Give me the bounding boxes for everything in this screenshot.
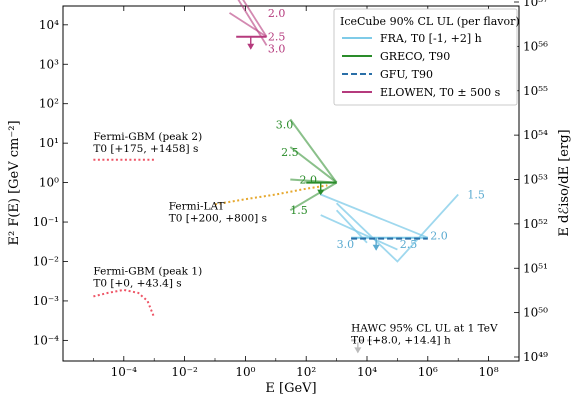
series-2-line xyxy=(214,184,328,206)
greco-index-label: 2.0 xyxy=(299,173,317,186)
y-tick-label: 10¹ xyxy=(39,136,59,150)
legend-label: ELOWEN, T0 ± 500 s xyxy=(380,86,501,99)
ticks-layer: 10⁻⁴ 10⁻² 10⁰ 10² 10⁴ 10⁶ 10⁸ 10⁻⁴ 10⁻³ 10⁻² 10⁻¹ 1… xyxy=(33,0,549,379)
series-1-line xyxy=(93,288,156,318)
plot-area xyxy=(62,5,520,362)
annotation-subtitle: T0 [+200, +800] s xyxy=(169,212,267,224)
x-tick-label: 10⁸ xyxy=(479,365,499,379)
annotation-subtitle: T0 [+175, +1458] s xyxy=(93,143,198,155)
y-tick-label: 10³ xyxy=(39,57,59,71)
x-tick-label: 10⁰ xyxy=(235,365,255,379)
legend-label: GRECO, T90 xyxy=(380,50,450,63)
greco-line xyxy=(289,181,338,212)
greco-ul-arrow-head xyxy=(317,189,325,196)
greco-index-label: 1.5 xyxy=(290,204,308,217)
fra-ul-arrow-head xyxy=(372,244,380,251)
x-axis-label: E [GeV] xyxy=(265,381,316,396)
greco-line xyxy=(289,146,338,184)
annotation-subtitle: T0 [+8.0, +14.4] h xyxy=(351,334,451,346)
greco-index-label: 3.0 xyxy=(276,118,294,131)
series-layer xyxy=(93,0,459,354)
elowen-index-label: 2.5 xyxy=(268,31,286,44)
elowen-line xyxy=(237,0,268,46)
elowen-line xyxy=(229,12,268,38)
annotation-title: Fermi-GBM (peak 2) xyxy=(93,131,202,143)
elowen-ul-arrow-head xyxy=(247,43,255,50)
x-tick-label: 10² xyxy=(296,365,316,379)
annotation-subtitle: T0 [+0, +43.4] s xyxy=(93,277,181,289)
x-tick-label: 10⁻² xyxy=(171,365,198,379)
x-tick-label: 10⁴ xyxy=(357,365,377,379)
legend-label: GFU, T90 xyxy=(380,68,433,81)
hawc-ul-arrow-head xyxy=(354,347,362,354)
legend-entries: FRA, T0 [-1, +2] h GRECO, T90 GFU, T90 ELOW… xyxy=(342,32,501,99)
annotation-title: Fermi-LAT xyxy=(169,200,225,212)
y-tick-label: 10⁰ xyxy=(39,176,59,190)
y-axis-label-left: E² F(E) [GeV cm⁻²] xyxy=(7,120,22,245)
y-tick-label: 10⁻³ xyxy=(33,294,60,308)
fra-index-label: 2.5 xyxy=(400,238,418,251)
y-tick-label: 10⁻⁴ xyxy=(33,333,60,347)
y-tick-label: 10⁴ xyxy=(39,18,59,32)
legend: IceCube 90% CL UL (per flavor) FRA, T0 [… xyxy=(333,8,520,106)
y-tick-label: 10² xyxy=(39,97,59,111)
y-right-tick-label: 10⁴⁹ xyxy=(523,350,548,364)
y-right-tick-label: 10⁵⁰ xyxy=(523,306,548,320)
greco-index-label: 2.5 xyxy=(281,146,299,159)
annotation-title: Fermi-GBM (peak 1) xyxy=(93,265,202,277)
annotation-layer: Fermi-GBM (peak 2)T0 [+175, +1458] s Ferm… xyxy=(93,7,498,346)
y-tick-label: 10⁻² xyxy=(33,254,60,268)
y-right-tick-label: 10⁵⁴ xyxy=(523,128,548,142)
fra-line xyxy=(335,193,459,263)
y-right-tick-label: 10⁵⁶ xyxy=(523,39,548,53)
fra-index-label: 2.0 xyxy=(430,230,448,243)
legend-title: IceCube 90% CL UL (per flavor) xyxy=(340,15,520,28)
y-right-tick-label: 10⁵¹ xyxy=(523,261,548,275)
y-right-tick-label: 10⁵² xyxy=(523,217,548,231)
legend-label: FRA, T0 [-1, +2] h xyxy=(380,32,482,45)
y-right-tick-label: 10⁵⁵ xyxy=(523,84,548,98)
annotation-title: HAWC 95% CL UL at 1 TeV xyxy=(351,322,498,334)
y-right-tick-label: 10⁵⁷ xyxy=(523,0,548,9)
x-tick-label: 10⁻⁴ xyxy=(111,365,138,379)
legend-box xyxy=(333,8,518,106)
x-tick-label: 10⁶ xyxy=(418,365,438,379)
fra-line xyxy=(320,214,398,251)
fra-line xyxy=(320,193,429,239)
elowen-index-label: 2.0 xyxy=(268,7,286,20)
y-tick-label: 10⁻¹ xyxy=(33,215,59,229)
fra-index-label: 1.5 xyxy=(467,188,485,201)
y-right-tick-label: 10⁵³ xyxy=(523,173,548,187)
elowen-index-label: 3.0 xyxy=(268,43,286,56)
fra-index-label: 3.0 xyxy=(337,238,355,251)
greco-line xyxy=(289,118,338,184)
y-axis-label-right: E dℰiso/dE [erg] xyxy=(557,129,572,236)
elowen-line xyxy=(242,0,268,38)
